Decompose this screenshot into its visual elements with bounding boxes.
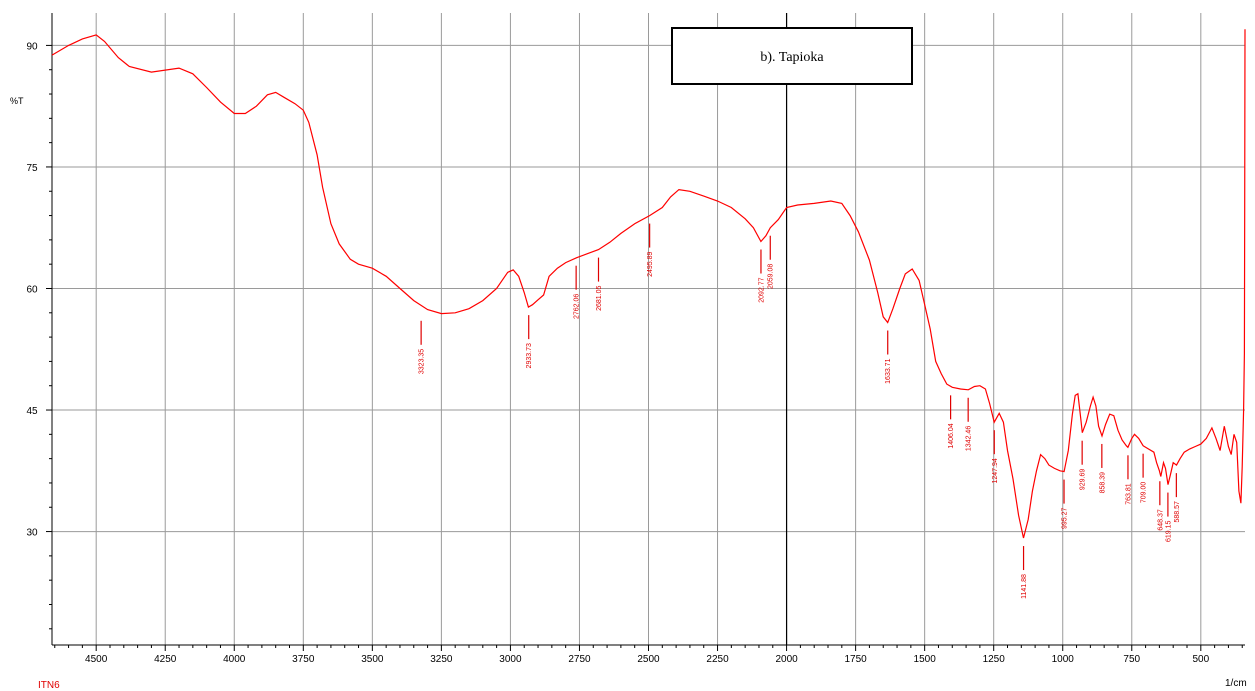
x-tick-label: 2000	[775, 654, 798, 665]
peak-label: 1141.88	[1021, 574, 1028, 599]
x-tick-label: 2750	[568, 654, 591, 665]
peak-label: 2059.08	[768, 264, 775, 289]
peak-label: 709.00	[1141, 482, 1148, 504]
peak-label: 2495.89	[647, 251, 654, 276]
peak-label: 1342.46	[966, 426, 973, 451]
peak-annotations: 3323.35 2933.73 2762.06 2681.05 2495.89 2092.…	[419, 223, 1181, 599]
peak-label: 995.27	[1062, 508, 1069, 530]
peak-label: 2092.77	[758, 277, 765, 302]
peak-label: 1633.71	[885, 358, 892, 383]
x-tick-label: 500	[1192, 654, 1209, 665]
x-tick-label: 1750	[844, 654, 867, 665]
x-axis-unit: 1/cm	[1225, 678, 1247, 689]
legend-box: b). Tapioka	[671, 27, 913, 85]
x-tick-label: 2500	[637, 654, 660, 665]
x-tick-label: 3250	[430, 654, 453, 665]
peak-label: 929.69	[1080, 469, 1087, 491]
x-tick-label: 2250	[706, 654, 729, 665]
peak-label: 1247.94	[992, 458, 999, 483]
spectrum-line	[51, 29, 1246, 539]
y-tick-label: 45	[26, 406, 38, 417]
grid	[52, 13, 1245, 645]
peak-label: 619.15	[1165, 520, 1172, 542]
x-tick-label: 4500	[85, 654, 108, 665]
x-tick-label: 3500	[361, 654, 384, 665]
x-tick-label: 750	[1123, 654, 1140, 665]
peak-label: 588.57	[1174, 501, 1181, 523]
peak-label: 763.81	[1125, 483, 1132, 505]
x-tick-label: 3750	[292, 654, 315, 665]
sample-label: ITN6	[38, 680, 60, 691]
peak-label: 2762.06	[574, 294, 581, 319]
legend-text: b). Tapioka	[760, 50, 824, 65]
peak-label: 3323.35	[419, 349, 426, 374]
x-tick-label: 4250	[154, 654, 177, 665]
x-tick-label: 1250	[983, 654, 1006, 665]
x-tick-label: 1500	[914, 654, 937, 665]
y-tick-label: 90	[26, 41, 38, 52]
peak-label: 858.39	[1099, 472, 1106, 494]
x-tick-label: 4000	[223, 654, 246, 665]
x-tick-label: 1000	[1052, 654, 1075, 665]
axes: 4500 4250 4000 3750 3500 3250 3000 2750 2500 2250…	[26, 13, 1245, 665]
y-tick-label: 60	[26, 284, 38, 295]
y-tick-label: 75	[26, 163, 38, 174]
y-axis-label: %T	[10, 96, 24, 106]
peak-label: 648.37	[1157, 509, 1164, 531]
peak-label: 1406.04	[948, 423, 955, 448]
x-tick-label: 3000	[499, 654, 522, 665]
y-tick-label: 30	[26, 528, 38, 539]
peak-label: 2933.73	[526, 343, 533, 368]
spectrum-series	[51, 29, 1246, 539]
peak-label: 2681.05	[596, 285, 603, 310]
